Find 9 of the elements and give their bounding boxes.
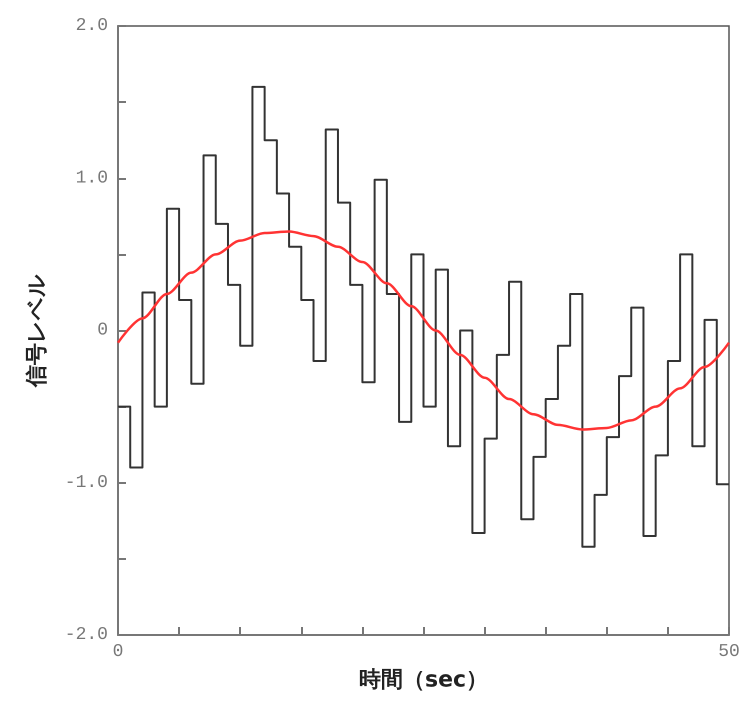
x-tick-label: 50: [718, 642, 740, 662]
y-tick-label: -1.0: [64, 472, 108, 493]
x-axis-title: 時間（sec）: [358, 668, 488, 692]
y-tick-label: 1.0: [76, 168, 108, 188]
y-tick-label: 2.0: [76, 16, 108, 36]
y-tick-label: 0: [97, 320, 108, 340]
y-axis-title: 信号レベル: [24, 274, 50, 388]
line-series: [116, 230, 730, 431]
y-tick-label: -2.0: [64, 625, 108, 645]
